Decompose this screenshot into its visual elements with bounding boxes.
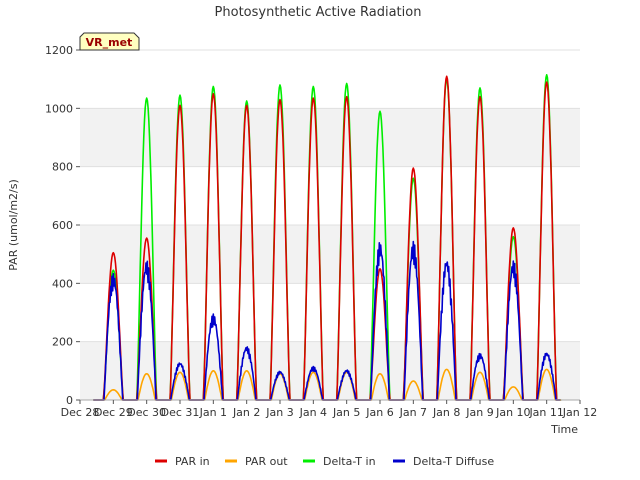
- y-axis-label: PAR (umol/m2/s): [7, 179, 20, 271]
- x-tick-label: Jan 2: [232, 406, 260, 419]
- y-tick-label: 800: [52, 161, 73, 174]
- y-tick-label: 600: [52, 219, 73, 232]
- y-axis: 0 200 400 600 800 1000 1200: [45, 44, 80, 407]
- y-tick-label: 1000: [45, 102, 73, 115]
- site-badge: VR_met: [79, 32, 140, 51]
- y-tick-label: 200: [52, 336, 73, 349]
- x-tick-label: Jan 6: [365, 406, 393, 419]
- x-tick-label: Dec 28: [61, 406, 100, 419]
- legend-label: PAR out: [245, 455, 288, 468]
- x-tick-label: Jan 10: [495, 406, 530, 419]
- x-tick-label: Jan 3: [265, 406, 293, 419]
- x-axis-label: Time: [550, 423, 578, 436]
- grid-band: [80, 341, 580, 400]
- x-tick-label: Jan 4: [299, 406, 327, 419]
- x-tick-label: Dec 31: [161, 406, 200, 419]
- y-tick-label: 400: [52, 277, 73, 290]
- grid-bands: [80, 108, 580, 400]
- x-tick-label: Jan 5: [332, 406, 360, 419]
- x-tick-label: Jan 12: [562, 406, 597, 419]
- plot-area: [80, 49, 580, 401]
- x-tick-label: Jan 1: [199, 406, 227, 419]
- chart-title: Photosynthetic Active Radiation: [215, 5, 422, 20]
- legend-label: Delta-T in: [323, 455, 376, 468]
- legend: PAR in PAR out Delta-T in Delta-T Diffuse: [155, 455, 494, 468]
- y-tick-label: 1200: [45, 44, 73, 57]
- legend-label: Delta-T Diffuse: [413, 455, 494, 468]
- grid-band: [80, 108, 580, 167]
- x-tick-label: Jan 11: [528, 406, 563, 419]
- site-badge-label: VR_met: [86, 36, 133, 49]
- site-badge-box: [79, 32, 140, 51]
- x-tick-label: Jan 8: [432, 406, 460, 419]
- grid-band: [80, 225, 580, 284]
- x-tick-label: Jan 9: [465, 406, 493, 419]
- x-tick-label: Dec 30: [127, 406, 166, 419]
- y-tick-label: 0: [66, 394, 73, 407]
- x-tick-label: Jan 7: [399, 406, 427, 419]
- x-tick-label: Dec 29: [94, 406, 133, 419]
- legend-label: PAR in: [175, 455, 210, 468]
